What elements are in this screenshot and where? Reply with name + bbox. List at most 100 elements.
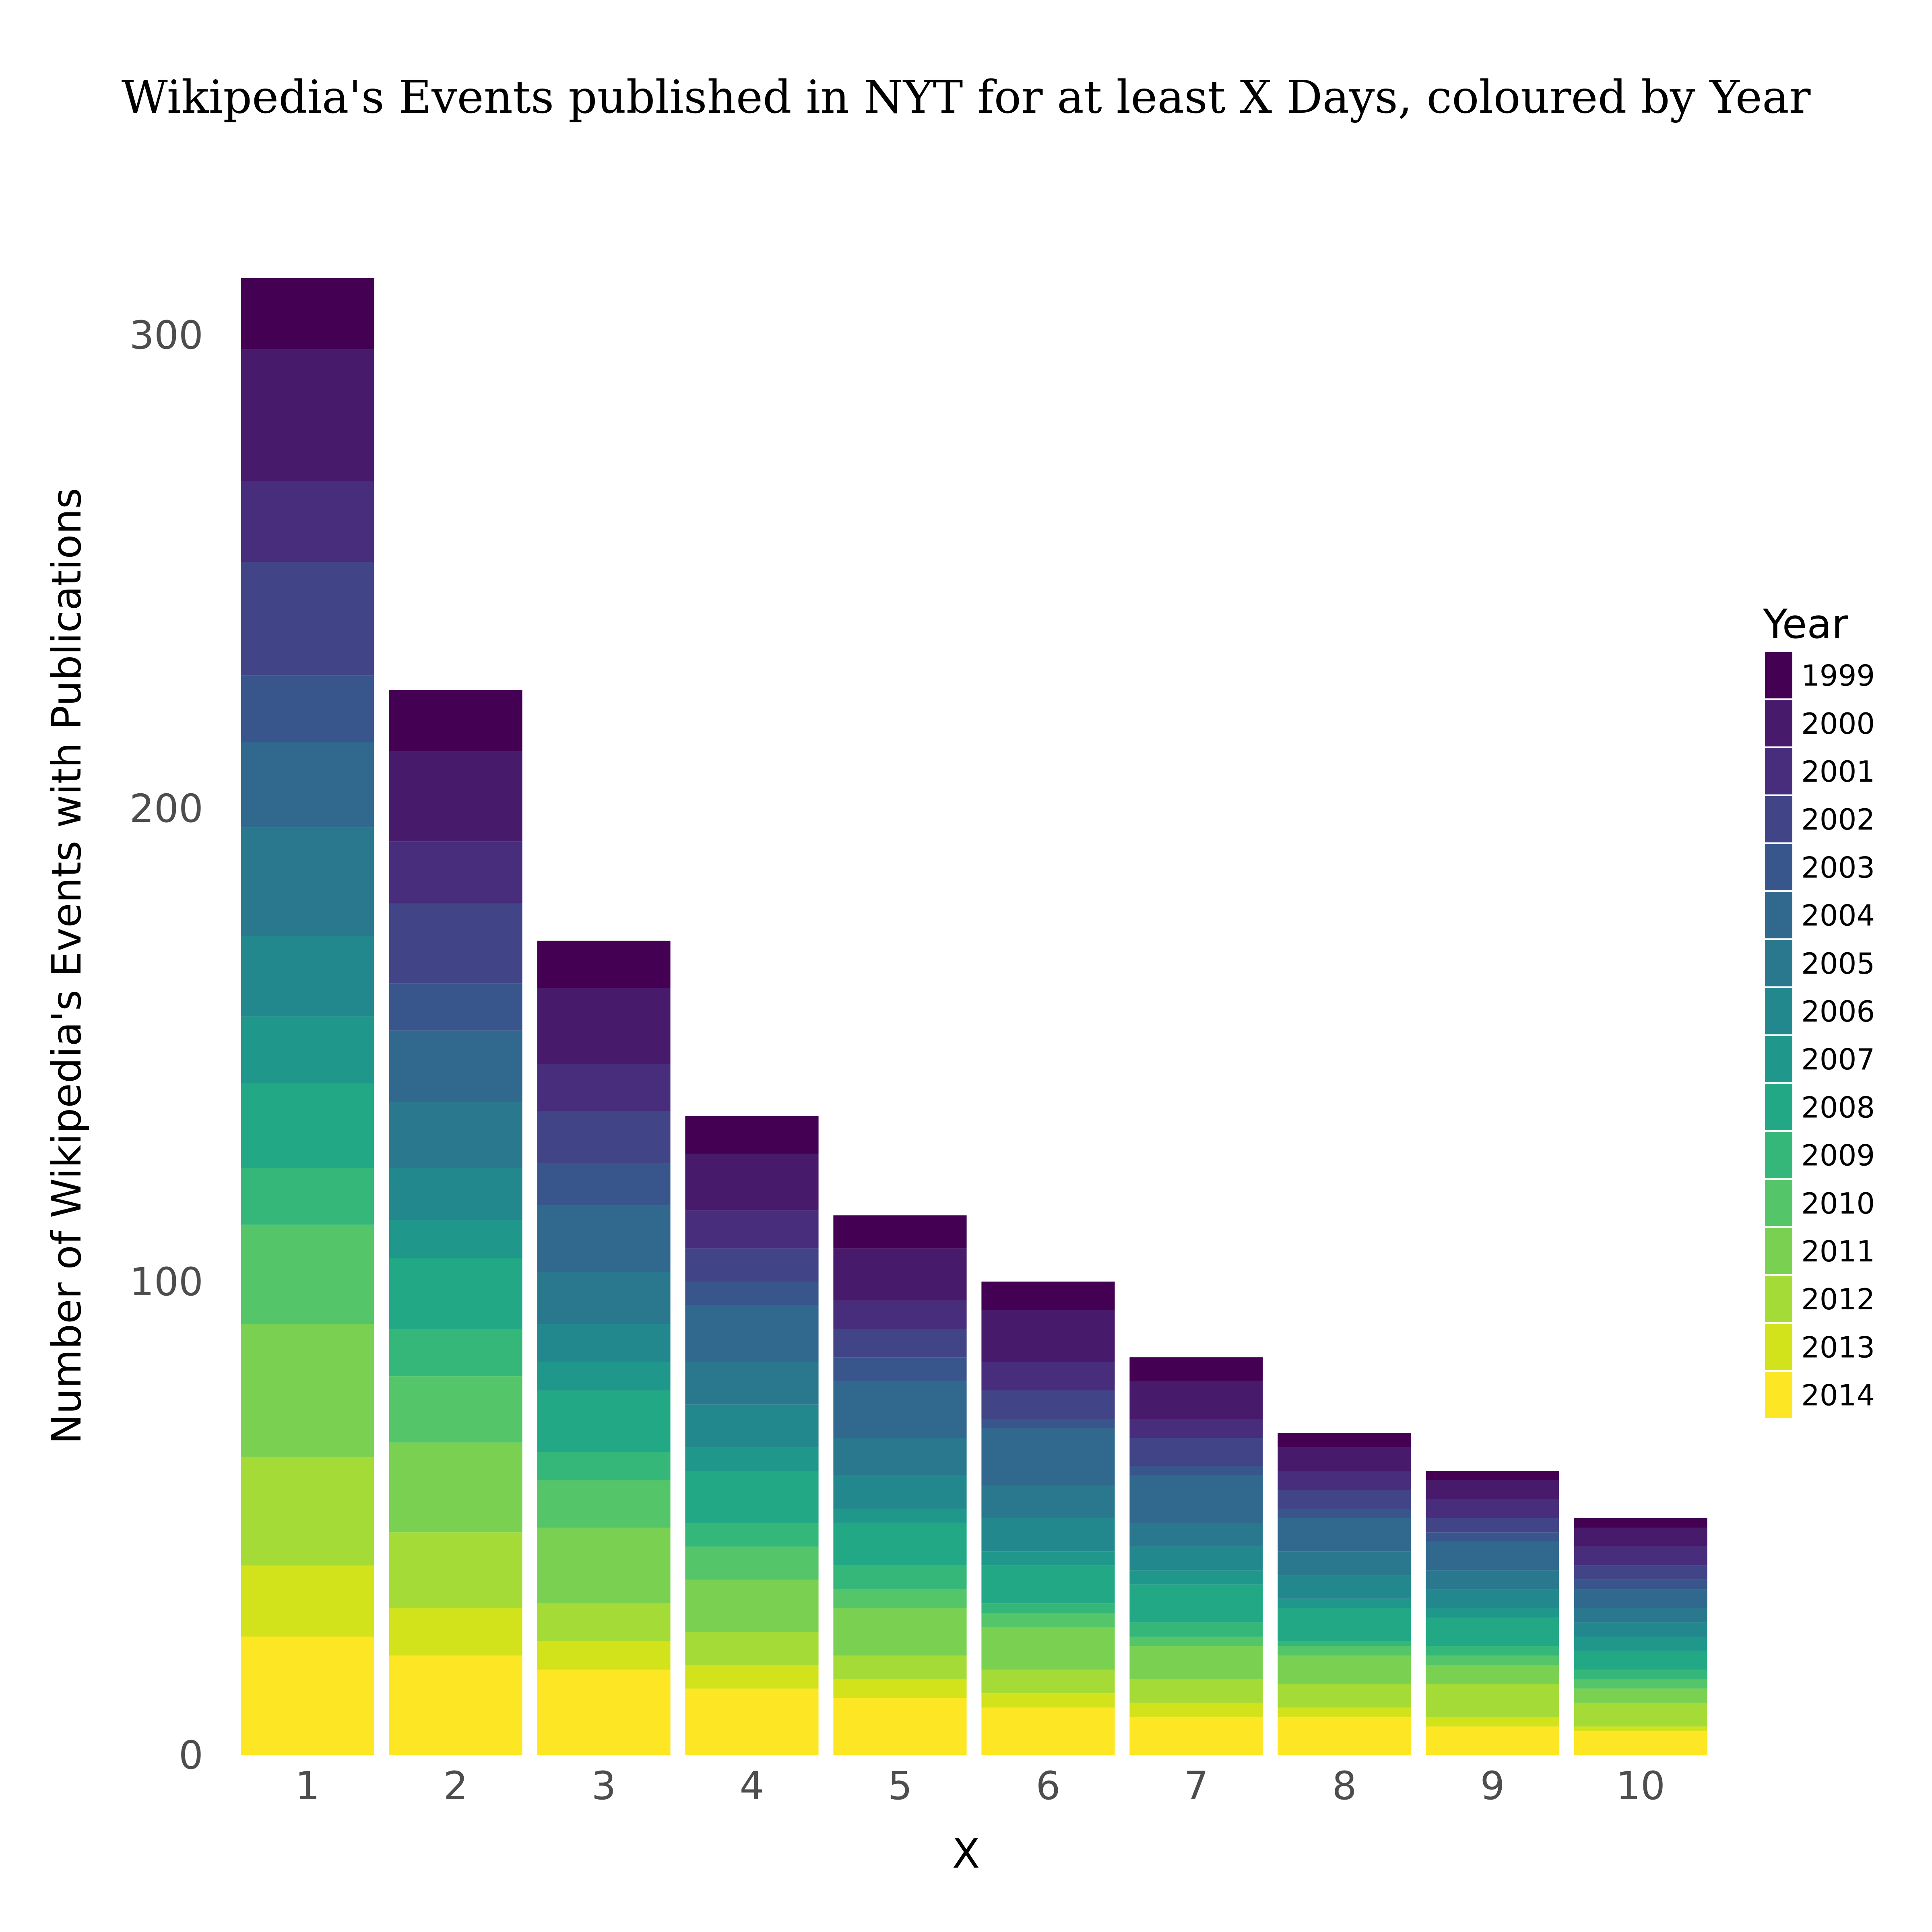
bar-segment-6-2010 [981,1613,1115,1627]
bar-segment-4-2000 [685,1154,819,1211]
bar-segment-4-2011 [685,1579,819,1632]
bar-segment-8-2006 [1278,1575,1411,1599]
bar-segment-2-2005 [389,1102,522,1168]
bar-segment-4-2006 [685,1404,819,1447]
bar-segment-4-2014 [685,1688,819,1755]
bar-segment-3-2008 [537,1390,671,1452]
bar-segment-8-2011 [1278,1655,1411,1684]
bar-segment-9-2012 [1426,1684,1559,1717]
bar-segment-7-2001 [1129,1419,1263,1438]
bar-segment-5-2010 [833,1589,967,1608]
bar-segment-6-2008 [981,1565,1115,1604]
bar-segment-3-2002 [537,1111,671,1163]
bar-segment-8-2012 [1278,1684,1411,1708]
bar-segment-2-2006 [389,1168,522,1220]
bar-segment-1-2006 [241,936,374,1017]
bar-segment-8-2013 [1278,1707,1411,1717]
legend-swatch-2012 [1765,1276,1792,1322]
bar-segment-4-2013 [685,1665,819,1689]
bar-segment-3-2004 [537,1205,671,1272]
bar-segment-5-2005 [833,1438,967,1476]
bar-segment-6-2011 [981,1627,1115,1670]
bar-segment-10-2011 [1574,1688,1707,1703]
bar-segment-3-2010 [537,1480,671,1528]
x-tick-label: 10 [1616,1763,1665,1808]
bar-segment-5-2011 [833,1608,967,1656]
bar-segment-1-2001 [241,481,374,562]
bar-segment-10-2004 [1574,1589,1707,1608]
bar-segment-5-2008 [833,1523,967,1566]
x-tick-label: 5 [888,1763,912,1808]
chart-title: Wikipedia's Events published in NYT for … [122,71,1811,124]
x-tick-label: 9 [1480,1763,1505,1808]
bar-segment-8-2010 [1278,1646,1411,1656]
y-axis-title: Number of Wikipedia's Events with Public… [43,488,90,1444]
bar-segment-3-2012 [537,1603,671,1641]
bar-segment-3-2014 [537,1670,671,1755]
bar-segment-5-2009 [833,1565,967,1589]
y-tick-label: 200 [130,786,203,831]
legend-swatch-2008 [1765,1084,1792,1130]
bar-segment-9-2005 [1426,1570,1559,1589]
legend-label-2006: 2006 [1801,995,1875,1028]
bar-segment-7-2006 [1129,1546,1263,1571]
x-tick-label: 4 [739,1763,764,1808]
legend-swatch-2009 [1765,1132,1792,1179]
bar-segment-7-2005 [1129,1523,1263,1547]
bar-segment-6-2002 [981,1390,1115,1419]
bar-segment-10-2008 [1574,1651,1707,1670]
bar-segment-6-2001 [981,1362,1115,1391]
x-tick-label: 6 [1036,1763,1060,1808]
bar-segment-9-2014 [1426,1726,1559,1755]
legend-swatch-2011 [1765,1228,1792,1274]
x-tick-label: 2 [443,1763,468,1808]
legend-items: 1999 2000 2001 2002 2003 2004 2005 2006 2007 2008… [1765,652,1875,1418]
bar-segment-4-2005 [685,1362,819,1405]
bar-segment-3-2007 [537,1362,671,1391]
bar-segment-1-2010 [241,1224,374,1324]
bar-segment-10-2001 [1574,1546,1707,1566]
bar-segment-2-2004 [389,1030,522,1102]
bar-segment-7-2008 [1129,1584,1263,1622]
legend-label-2005: 2005 [1801,947,1875,980]
bar-segment-10-2003 [1574,1579,1707,1589]
bar-segment-2-2003 [389,983,522,1031]
bar-segment-9-2013 [1426,1717,1559,1727]
y-tick-label: 300 [130,313,203,358]
bar-segment-6-2006 [981,1518,1115,1552]
bar-segment-4-2010 [685,1546,819,1580]
bar-segment-10-2014 [1574,1731,1707,1755]
bar-segment-2-2014 [389,1655,522,1755]
bar-segment-9-2004 [1426,1542,1559,1571]
bar-segment-5-2013 [833,1679,967,1698]
bar-segment-5-2002 [833,1329,967,1358]
bar-segment-7-2011 [1129,1646,1263,1679]
legend-swatch-2007 [1765,1036,1792,1082]
bar-segment-4-1999 [685,1116,819,1154]
bar-segment-6-2009 [981,1603,1115,1613]
bar-segment-10-2009 [1574,1670,1707,1679]
legend-title: Year [1763,601,1849,648]
bar-segment-10-2005 [1574,1608,1707,1622]
bar-segment-10-2010 [1574,1679,1707,1689]
x-tick-label: 3 [591,1763,616,1808]
bar-segment-5-2007 [833,1509,967,1523]
bar-segment-2-2013 [389,1608,522,1656]
bar-segment-4-2001 [685,1210,819,1249]
bar-segment-8-2004 [1278,1518,1411,1552]
bar-segment-2-2007 [389,1220,522,1258]
bar-segment-3-2009 [537,1452,671,1480]
bar-segment-7-2014 [1129,1717,1263,1755]
bar-segment-1-2013 [241,1565,374,1637]
bar-segment-1-2009 [241,1168,374,1225]
bar-segment-5-2012 [833,1655,967,1679]
legend-label-2001: 2001 [1801,755,1875,788]
bar-segment-8-2001 [1278,1471,1411,1490]
bar-segment-8-2000 [1278,1447,1411,1471]
bar-segment-6-1999 [981,1282,1115,1310]
bar-segment-3-2005 [537,1272,671,1324]
bar-segment-5-2003 [833,1357,967,1381]
bar-segment-7-2012 [1129,1679,1263,1703]
bar-segment-3-2011 [537,1527,671,1604]
bar-segment-5-2000 [833,1248,967,1301]
